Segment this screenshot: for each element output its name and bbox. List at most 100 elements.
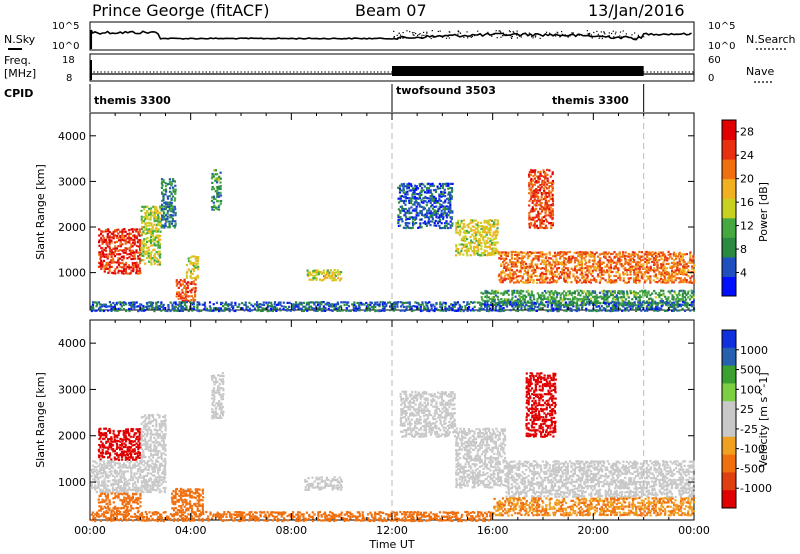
data-cell — [660, 281, 663, 284]
data-cell — [106, 305, 109, 308]
data-cell — [153, 242, 156, 245]
data-cell — [664, 309, 667, 312]
data-cell — [112, 272, 115, 275]
data-cell — [656, 269, 659, 272]
data-cell — [352, 307, 355, 310]
data-cell — [124, 434, 127, 437]
data-cell — [681, 303, 684, 306]
data-cell — [181, 291, 184, 294]
data-cell — [473, 301, 476, 304]
data-cell — [168, 214, 171, 217]
data-cell — [216, 187, 219, 190]
data-cell — [492, 233, 495, 236]
data-cell — [535, 226, 538, 229]
nsearch-point — [518, 35, 520, 37]
data-cell — [527, 274, 530, 277]
data-cell — [586, 292, 589, 295]
data-cell — [537, 197, 540, 200]
data-cell — [194, 278, 197, 281]
data-cell — [560, 273, 563, 276]
data-cell — [619, 259, 622, 262]
data-cell — [146, 305, 149, 308]
data-cell — [116, 443, 119, 447]
data-cell — [530, 278, 533, 281]
data-cell — [438, 224, 441, 228]
data-cell — [324, 275, 327, 278]
data-cell — [603, 255, 606, 258]
data-cell — [509, 301, 512, 304]
data-cell — [119, 468, 122, 472]
data-cell — [437, 209, 440, 212]
data-cell — [149, 254, 152, 257]
data-cell — [589, 267, 592, 270]
data-cell — [604, 251, 607, 254]
data-cell — [661, 299, 665, 303]
data-cell — [604, 279, 607, 282]
data-cell — [156, 210, 159, 213]
data-cell — [553, 279, 556, 282]
data-cell — [160, 303, 163, 306]
data-cell — [433, 201, 436, 204]
data-cell — [539, 253, 542, 256]
data-cell — [520, 300, 523, 303]
data-cell — [453, 301, 456, 304]
data-cell — [676, 265, 679, 268]
data-cell — [535, 224, 538, 227]
data-cell — [632, 277, 635, 280]
data-cell — [107, 263, 110, 266]
data-cell — [183, 278, 186, 281]
data-cell — [559, 301, 562, 305]
data-cell — [128, 438, 131, 441]
data-cell — [522, 263, 525, 266]
data-cell — [192, 297, 195, 300]
data-cell — [485, 305, 488, 308]
data-cell — [654, 292, 657, 295]
data-cell — [101, 242, 104, 245]
data-cell — [582, 253, 585, 256]
data-cell — [670, 277, 673, 280]
data-cell — [533, 191, 536, 194]
data-cell — [535, 175, 538, 178]
data-cell — [119, 262, 122, 265]
data-cell — [334, 279, 337, 282]
data-cell — [392, 301, 395, 304]
data-cell — [622, 273, 625, 276]
data-cell — [615, 301, 618, 304]
data-cell — [554, 273, 557, 276]
data-cell — [505, 300, 508, 303]
data-cell — [156, 230, 160, 233]
data-cell — [611, 291, 614, 294]
data-cell — [575, 281, 578, 284]
data-cell — [634, 267, 637, 270]
data-cell — [200, 309, 203, 312]
data-cell — [540, 210, 544, 213]
data-cell — [438, 218, 442, 221]
data-cell — [539, 202, 542, 205]
data-cell — [177, 286, 180, 289]
data-cell — [543, 278, 546, 281]
nsearch-point — [510, 36, 512, 38]
data-cell — [496, 231, 499, 234]
data-cell — [658, 279, 661, 282]
data-cell — [171, 208, 175, 211]
data-cell — [531, 185, 534, 188]
data-cell — [584, 255, 587, 258]
data-cell — [586, 302, 589, 305]
data-cell — [471, 301, 474, 304]
data-cell — [624, 303, 627, 307]
data-cell — [111, 257, 115, 260]
data-cell — [146, 217, 149, 220]
data-cell — [512, 307, 515, 310]
data-cell — [171, 217, 174, 220]
data-cell — [322, 269, 325, 272]
freq-tick-top: 18 — [62, 55, 75, 66]
data-cell — [113, 251, 116, 254]
data-cell — [625, 290, 629, 293]
data-cell — [539, 220, 542, 223]
data-cell — [514, 305, 517, 308]
data-cell — [632, 260, 636, 264]
data-cell — [137, 430, 140, 433]
data-cell — [437, 201, 440, 204]
data-cell — [191, 273, 194, 276]
data-cell — [579, 253, 582, 256]
